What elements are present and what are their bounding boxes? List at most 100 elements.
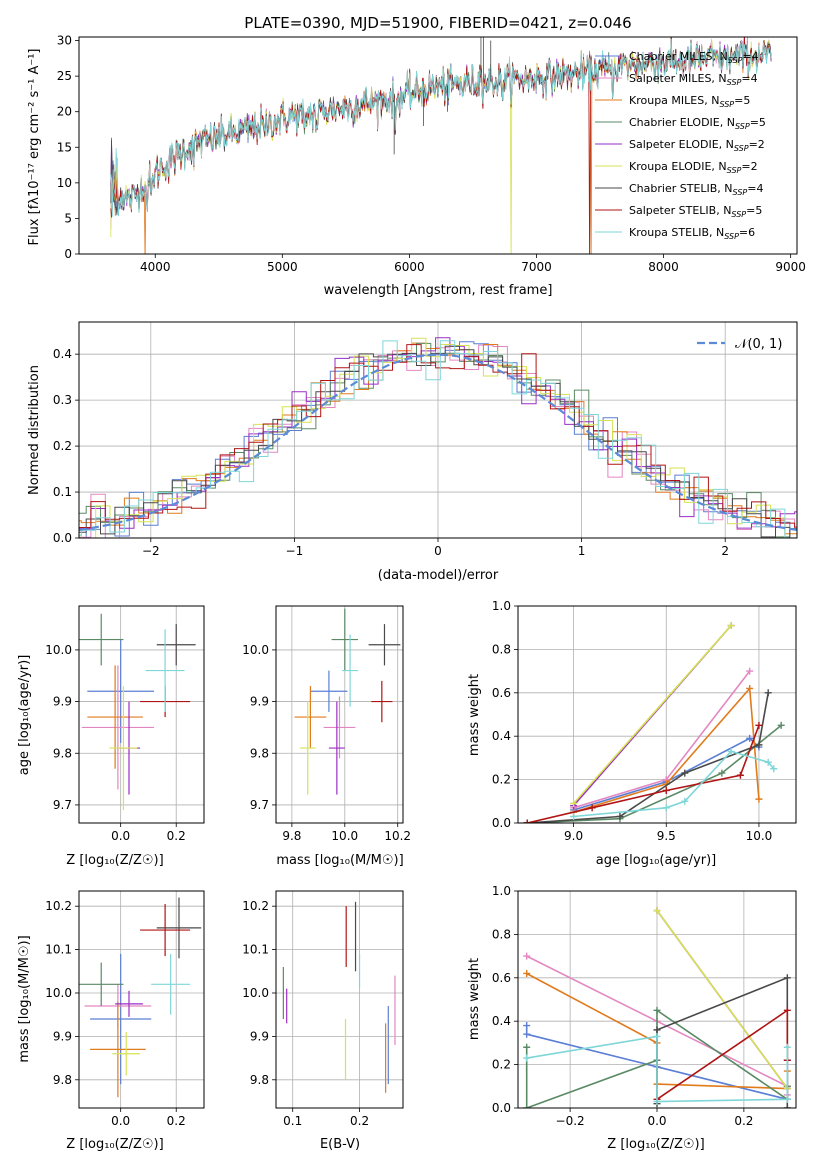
y-tick-label: 10.0 (45, 643, 72, 657)
legend-normal-label: 𝒩(0, 1) (735, 337, 782, 352)
x-tick-label: 7000 (521, 260, 552, 274)
y-tick-label: 0.6 (492, 686, 511, 700)
y-tick-label: 9.9 (53, 1029, 72, 1043)
y-tick-label: 0.2 (492, 773, 511, 787)
mass-weight-marker (616, 812, 624, 820)
mass-weight-marker (523, 819, 531, 823)
x-tick-label: 0.0 (111, 1114, 130, 1128)
mass-weight-line (573, 624, 732, 805)
spectrum-panel: PLATE=0390, MJD=51900, FIBERID=0421, z=0… (27, 14, 806, 298)
y-tick-label: 9.9 (250, 1029, 269, 1043)
y-tick-label: 9.9 (250, 695, 269, 709)
mass-weight-line (526, 1035, 789, 1103)
y-tick-label: 9.7 (53, 798, 72, 812)
x-tick-label: 9.8 (282, 829, 301, 843)
mass-weight-line (527, 724, 782, 823)
y-tick-label: 0.0 (53, 531, 72, 545)
y-tick-label: 0.3 (53, 393, 72, 407)
y-tick-label: 10.0 (45, 986, 72, 1000)
mass-vs-Z-xlabel: Z [log₁₀(Z/Z☉)] (66, 1137, 163, 1152)
x-tick-label: 0.1 (283, 1114, 302, 1128)
mass-weight-vs-Z-panel: Z [log₁₀(Z/Z☉)] mass weight −0.2 0.0 0.2 0.… (467, 884, 797, 1152)
mass-weight-marker (681, 769, 689, 777)
mass-weight-marker (777, 721, 785, 729)
axes-frame (78, 605, 205, 824)
y-tick-label: 10.1 (242, 943, 269, 957)
x-tick-label: 8000 (648, 260, 679, 274)
spectrum-ylabel: Flux [fλ10⁻¹⁷ erg cm⁻² s⁻¹ A⁻¹] (27, 49, 42, 246)
y-tick-label: 0.0 (492, 1101, 511, 1115)
mass-weight-vs-age-ylabel: mass weight (467, 674, 482, 756)
mass-weight-marker (764, 758, 772, 766)
y-tick-label: 0.0 (492, 816, 511, 830)
y-tick-label: 9.9 (53, 695, 72, 709)
mass-vs-Z-ylabel: mass [log₁₀(M/M☉)] (17, 935, 32, 1062)
y-tick-label: 0.2 (492, 1058, 511, 1072)
mass-weight-marker (588, 804, 596, 812)
legend-label: Kroupa ELODIE, NSSP=2 (629, 160, 758, 175)
y-tick-label: 25 (57, 69, 72, 83)
mass-weight-marker (681, 797, 689, 805)
legend-label: Kroupa MILES, NSSP=5 (629, 94, 750, 109)
legend-label: Chabrier STELIB, NSSP=4 (629, 182, 763, 197)
mass-weight-marker (653, 1032, 661, 1040)
x-tick-label: −1 (286, 544, 304, 558)
y-tick-label: 1.0 (492, 599, 511, 613)
x-tick-label: 1 (578, 544, 586, 558)
age-vs-Z-panel: Z [log₁₀(Z/Z☉)] age [log₁₀(age/yr)] 0.0 0… (17, 605, 205, 868)
mass-weight-marker (783, 974, 791, 982)
residual-histogram (79, 345, 797, 538)
residual-xlabel: (data-model)/error (378, 568, 499, 583)
x-tick-label: 9.0 (564, 829, 583, 843)
mass-weight-line (573, 670, 751, 809)
x-tick-label: −2 (142, 544, 160, 558)
y-tick-label: 1.0 (492, 884, 511, 898)
mass-weight-marker (755, 721, 763, 729)
mass-weight-marker (523, 1043, 531, 1051)
x-tick-label: 2 (721, 544, 729, 558)
mass-weight-marker (764, 689, 772, 697)
mass-weight-marker (755, 795, 763, 803)
mass-weight-marker (523, 1030, 531, 1038)
residual-ylabel: Normed distribution (27, 365, 42, 495)
legend-label: Salpeter ELODIE, NSSP=2 (629, 138, 765, 153)
axes-frame (78, 321, 798, 539)
mass-vs-EBV-xlabel: E(B-V) (320, 1137, 360, 1152)
mass-weight-line (573, 686, 760, 813)
x-tick-label: 0.0 (647, 1114, 666, 1128)
spectrum-xlabel: wavelength [Angstrom, rest frame] (324, 283, 553, 298)
axes-frame (517, 890, 797, 1109)
x-tick-label: 0.0 (111, 829, 130, 843)
x-tick-label: 10.0 (746, 829, 773, 843)
mass-weight-marker (653, 1026, 661, 1034)
axes-frame (275, 605, 404, 824)
x-tick-label: 4000 (140, 260, 171, 274)
mass-weight-marker (718, 769, 726, 777)
axes-frame (275, 890, 404, 1109)
x-tick-label: −0.2 (556, 1114, 585, 1128)
mass-weight-marker (783, 1104, 791, 1108)
spectrum-line (110, 38, 772, 217)
y-tick-label: 0.4 (492, 729, 511, 743)
residual-panel: (data-model)/error Normed distribution 𝒩… (27, 321, 798, 583)
legend-label: Chabrier MILES, NSSP=4 (629, 50, 759, 65)
y-tick-label: 0 (64, 247, 72, 261)
mass-weight-marker (523, 1022, 531, 1030)
legend-label: Kroupa STELIB, NSSP=6 (629, 226, 755, 241)
y-tick-label: 10.0 (242, 986, 269, 1000)
y-tick-label: 9.8 (250, 746, 269, 760)
y-tick-label: 10.2 (242, 899, 269, 913)
y-tick-label: 9.8 (53, 746, 72, 760)
y-tick-label: 15 (57, 140, 72, 154)
y-tick-label: 5 (64, 211, 72, 225)
y-tick-label: 9.8 (53, 1073, 72, 1087)
x-tick-label: 10.2 (384, 829, 411, 843)
axes-frame (78, 36, 798, 255)
mass-vs-EBV-panel: E(B-V) 0.1 0.2 9.8 9.9 10.0 10.1 10.2 (242, 890, 404, 1152)
mass-weight-marker (653, 1097, 661, 1105)
age-vs-mass-xlabel: mass [log₁₀(M/M☉)] (276, 853, 403, 868)
x-tick-label: 6000 (394, 260, 425, 274)
legend-label: Chabrier ELODIE, NSSP=5 (629, 116, 766, 131)
y-tick-label: 9.8 (250, 1073, 269, 1087)
